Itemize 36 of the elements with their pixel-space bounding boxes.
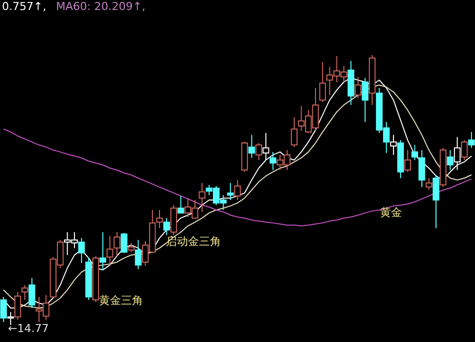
candlestick [354,76,362,98]
candlestick [21,284,28,300]
candlestick [28,278,36,308]
annotation: 黄金三角 [99,294,143,307]
candlestick [446,150,454,171]
candlestick [411,144,418,161]
candlestick [156,209,163,229]
candlestick [390,134,397,156]
candlestick [114,232,120,256]
candlestick [198,182,206,212]
candlestick [432,174,440,229]
candlestick [227,182,234,200]
annotation: 黄金 [380,206,402,219]
candlestick [319,62,326,102]
candlestick [177,195,184,214]
candlestick [120,232,128,254]
candlestick [418,150,426,188]
candlestick [404,150,411,172]
candlestick [78,238,85,264]
candlestick [248,134,256,158]
candlestick [426,178,432,190]
candlestick [134,239,142,270]
text: 0.757↑, [2,0,46,13]
candlestick [270,151,276,171]
candlestick [163,218,170,236]
text: MA60: 20.209↑, [56,0,146,13]
candlestick [99,232,106,270]
candlestick [234,180,241,200]
annotation: ←14.77 [8,322,49,335]
candlestick [290,116,298,148]
candlestick [468,131,475,148]
candlestick [362,77,368,122]
candlestick [106,235,114,266]
candlestick [128,242,134,253]
candlestick [0,296,7,323]
annotation: 启动金三角 [166,235,221,248]
